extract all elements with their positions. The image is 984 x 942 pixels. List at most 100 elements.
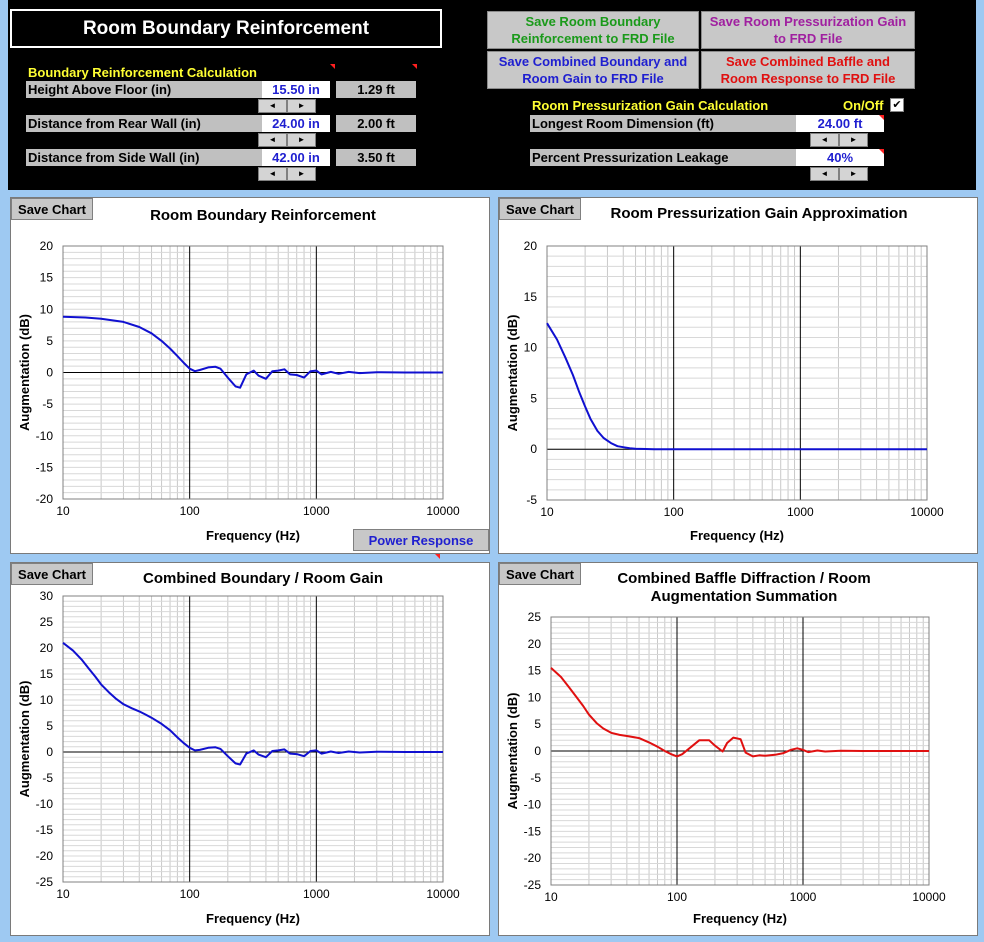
side-wall-spinner[interactable]: ◄ ► — [258, 167, 316, 181]
x-axis-label: Frequency (Hz) — [206, 528, 300, 543]
chart-title: Room Pressurization Gain Approximation — [610, 205, 908, 222]
spin-left-icon[interactable]: ◄ — [258, 133, 287, 147]
pressurization-section-label: Room Pressurization Gain Calculation — [532, 98, 769, 113]
y-tick-label: 5 — [530, 391, 537, 405]
side-wall-input[interactable]: 42.00 in — [262, 149, 330, 166]
y-tick-label: 10 — [528, 690, 542, 704]
comment-marker — [879, 115, 884, 120]
spin-right-icon[interactable]: ► — [839, 133, 868, 147]
toggle-label: On/Off — [843, 98, 884, 113]
spin-left-icon[interactable]: ◄ — [258, 167, 287, 181]
y-tick-label: 10 — [40, 693, 54, 707]
spin-right-icon[interactable]: ► — [839, 167, 868, 181]
y-tick-label: -10 — [36, 429, 54, 443]
y-tick-label: -5 — [42, 397, 53, 411]
height-ft-value: 1.29 ft — [336, 81, 416, 98]
rear-wall-input[interactable]: 24.00 in — [262, 115, 330, 132]
x-tick-label: 10 — [544, 890, 558, 904]
chart-combined: 10 100 1000 10000 -25 -20 -15 -10 -5 0 5 10 15 20 25 30… — [17, 589, 460, 926]
comment-marker — [435, 554, 440, 559]
x-tick-label: 100 — [180, 887, 200, 901]
height-input[interactable]: 15.50 in — [262, 81, 330, 98]
spin-left-icon[interactable]: ◄ — [810, 133, 839, 147]
chart-title: Combined Baffle Diffraction / Room Augme… — [617, 570, 871, 605]
x-tick-label: 1000 — [303, 504, 330, 518]
y-tick-label: 30 — [40, 589, 54, 603]
save-chart-button[interactable]: Save Chart — [11, 198, 93, 220]
save-chart-button[interactable]: Save Chart — [499, 563, 581, 585]
save-combined-button[interactable]: Save Combined Boundary and Room Gain to … — [487, 51, 699, 89]
y-axis-label: Augmentation (dB) — [505, 315, 520, 432]
longest-dimension-spinner[interactable]: ◄ ► — [810, 133, 868, 147]
chart-title: Room Boundary Reinforcement — [150, 207, 376, 224]
rear-wall-spinner[interactable]: ◄ ► — [258, 133, 316, 147]
y-axis-label: Augmentation (dB) — [17, 681, 32, 798]
y-tick-label: 15 — [40, 667, 54, 681]
height-spinner[interactable]: ◄ ► — [258, 99, 316, 113]
y-axis-label: Augmentation (dB) — [505, 693, 520, 810]
on-off-checkbox[interactable]: ✔ — [890, 98, 904, 112]
series-line — [62, 642, 443, 766]
y-tick-label: 0 — [46, 745, 53, 759]
y-tick-label: -20 — [36, 492, 54, 506]
x-axis-label: Frequency (Hz) — [693, 911, 787, 926]
chart-panel-boundary: 10 100 1000 10000 -20 -15 -10 -5 0 5 10 15 20 Frequen… — [10, 197, 490, 554]
spin-right-icon[interactable]: ► — [287, 167, 316, 181]
leakage-label: Percent Pressurization Leakage — [530, 149, 796, 166]
spin-left-icon[interactable]: ◄ — [258, 99, 287, 113]
y-tick-label: 5 — [534, 717, 541, 731]
y-tick-label: 20 — [524, 239, 538, 253]
app-title: Room Boundary Reinforcement — [10, 9, 442, 48]
x-tick-label: 10000 — [426, 887, 460, 901]
y-tick-label: 20 — [40, 641, 54, 655]
y-tick-label: -5 — [42, 771, 53, 785]
chart-panel-pressurization: 10 100 1000 10000 -5 0 5 10 15 20 Frequency (Hz) Au… — [498, 197, 978, 554]
chart-pressurization: 10 100 1000 10000 -5 0 5 10 15 20 Frequency (Hz) Au… — [505, 239, 944, 543]
save-chart-button[interactable]: Save Chart — [11, 563, 93, 585]
spin-right-icon[interactable]: ► — [287, 99, 316, 113]
y-tick-label: -15 — [36, 460, 54, 474]
x-tick-label: 10 — [56, 504, 70, 518]
chart-title: Combined Boundary / Room Gain — [142, 570, 383, 587]
side-wall-ft-value: 3.50 ft — [336, 149, 416, 166]
plot-frame — [62, 595, 444, 883]
x-tick-label: 1000 — [303, 887, 330, 901]
longest-dimension-input[interactable]: 24.00 ft — [796, 115, 884, 132]
comment-marker — [412, 64, 417, 69]
series-line — [62, 315, 443, 389]
y-tick-label: 5 — [46, 719, 53, 733]
save-pressurization-button[interactable]: Save Room Pressurization Gain to FRD Fil… — [701, 11, 915, 49]
y-tick-label: -20 — [36, 849, 54, 863]
boundary-section-label: Boundary Reinforcement Calculation — [28, 65, 257, 80]
power-response-button[interactable]: Power Response — [353, 529, 489, 551]
leakage-input[interactable]: 40% — [796, 149, 884, 166]
x-tick-label: 10000 — [426, 504, 460, 518]
spin-right-icon[interactable]: ► — [287, 133, 316, 147]
y-tick-label: -15 — [36, 823, 54, 837]
x-tick-label: 10000 — [910, 505, 944, 519]
y-tick-label: 25 — [40, 615, 54, 629]
side-wall-label: Distance from Side Wall (in) — [26, 149, 262, 166]
chart-panel-baffle: 10 100 1000 10000 -25 -20 -15 -10 -5 0 5 10 15 20 25 Fr… — [498, 562, 978, 936]
x-tick-label: 10 — [56, 887, 70, 901]
rear-wall-ft-value: 2.00 ft — [336, 115, 416, 132]
plot-frame — [546, 245, 928, 501]
y-axis-label: Augmentation (dB) — [17, 314, 32, 431]
y-tick-label: 15 — [524, 290, 538, 304]
y-tick-label: 10 — [524, 341, 538, 355]
save-baffle-button[interactable]: Save Combined Baffle and Room Response t… — [701, 51, 915, 89]
y-tick-label: 15 — [528, 664, 542, 678]
y-tick-label: 20 — [40, 239, 54, 253]
save-chart-button[interactable]: Save Chart — [499, 198, 581, 220]
x-tick-label: 1000 — [787, 505, 814, 519]
comment-marker — [879, 149, 884, 154]
save-boundary-button[interactable]: Save Room Boundary Reinforcement to FRD … — [487, 11, 699, 49]
spin-left-icon[interactable]: ◄ — [810, 167, 839, 181]
x-tick-label: 100 — [180, 504, 200, 518]
leakage-spinner[interactable]: ◄ ► — [810, 167, 868, 181]
longest-dimension-label: Longest Room Dimension (ft) — [530, 115, 796, 132]
x-axis-label: Frequency (Hz) — [206, 911, 300, 926]
x-tick-label: 100 — [667, 890, 687, 904]
series-line — [550, 667, 929, 758]
y-tick-label: 10 — [40, 302, 54, 316]
